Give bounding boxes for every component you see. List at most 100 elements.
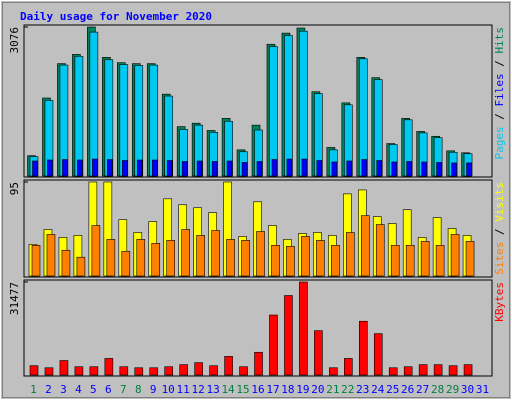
x-tick-label: 24	[371, 383, 385, 396]
bar	[164, 366, 174, 376]
bar	[451, 162, 457, 177]
bar	[448, 365, 458, 376]
bar	[331, 245, 340, 277]
bar	[32, 160, 38, 177]
bar	[134, 65, 144, 177]
bar	[209, 365, 218, 376]
bar	[463, 364, 473, 376]
bar	[119, 366, 129, 376]
legend-entry: Sites	[493, 242, 506, 275]
bar	[136, 239, 146, 277]
bar	[196, 235, 205, 277]
bar	[166, 160, 173, 177]
x-tick-label: 11	[177, 383, 190, 396]
x-tick-label: 18	[281, 383, 294, 396]
legend: Sites / Visits	[493, 182, 506, 275]
bar	[316, 240, 325, 277]
x-tick-label: 13	[206, 383, 219, 396]
bar	[136, 159, 143, 177]
x-tick-label: 10	[162, 383, 175, 396]
bar	[301, 158, 308, 177]
legend: Pages / Files / Hits	[493, 27, 506, 160]
bar	[436, 162, 442, 177]
bar	[89, 366, 99, 376]
x-tick-label: 3	[60, 383, 67, 396]
bar	[329, 367, 338, 376]
bar	[254, 351, 263, 376]
legend-separator: /	[493, 222, 506, 242]
bar	[226, 239, 235, 277]
x-tick-label: 15	[236, 383, 249, 396]
bar	[316, 160, 323, 177]
bar	[361, 159, 368, 177]
bar	[74, 366, 84, 376]
bar	[44, 367, 54, 376]
bar	[391, 161, 398, 177]
bar	[405, 245, 415, 277]
bar	[271, 245, 280, 277]
bar	[74, 56, 84, 177]
x-tick-label: 28	[431, 383, 444, 396]
bar	[104, 358, 114, 376]
bar	[390, 245, 400, 277]
bar	[418, 364, 428, 376]
legend-entry: Pages	[493, 126, 506, 159]
bar	[149, 367, 159, 376]
bar	[91, 225, 101, 277]
x-tick-label: 2	[45, 383, 52, 396]
bar	[92, 158, 98, 177]
y-tick-label: 3076	[8, 27, 21, 54]
x-tick-label: 27	[416, 383, 429, 396]
bar	[226, 160, 233, 177]
bar	[299, 30, 308, 177]
y-tick-label: 95	[8, 182, 21, 195]
bar	[465, 241, 475, 277]
bar	[269, 46, 278, 177]
bar	[239, 366, 248, 376]
bar	[331, 161, 338, 177]
x-tick-label: 7	[120, 383, 127, 396]
bar	[181, 229, 190, 277]
bar	[314, 330, 323, 376]
bar	[256, 231, 265, 277]
legend: KBytes	[493, 282, 506, 322]
bar	[31, 245, 41, 277]
bar	[301, 236, 310, 277]
bar	[224, 356, 233, 376]
x-tick-label: 8	[135, 383, 142, 396]
bar	[433, 364, 443, 376]
bar	[166, 240, 176, 277]
bar	[76, 256, 86, 277]
bar	[346, 160, 353, 177]
bar	[435, 245, 445, 277]
bar	[46, 234, 56, 277]
bar	[344, 358, 353, 376]
bar	[134, 367, 144, 376]
bar	[77, 159, 83, 177]
bar	[466, 162, 472, 177]
x-tick-label: 9	[150, 383, 157, 396]
bar	[149, 64, 159, 177]
bar	[406, 161, 412, 177]
bar	[181, 161, 188, 177]
x-tick-label: 6	[105, 383, 112, 396]
bar	[284, 295, 293, 376]
bar	[151, 243, 161, 277]
bar	[179, 364, 188, 376]
x-tick-label: 12	[192, 383, 205, 396]
bar	[104, 59, 114, 177]
x-tick-label: 29	[446, 383, 459, 396]
legend-separator: /	[493, 54, 506, 74]
bar	[450, 234, 460, 277]
x-tick-label: 4	[75, 383, 82, 396]
bar	[358, 58, 368, 177]
bar	[106, 239, 116, 277]
bar	[284, 35, 293, 177]
x-tick-label: 21	[326, 383, 339, 396]
bar	[286, 246, 295, 277]
bar	[360, 215, 370, 277]
legend-entry: Visits	[493, 182, 506, 222]
bar	[119, 64, 129, 177]
bar	[122, 160, 128, 177]
